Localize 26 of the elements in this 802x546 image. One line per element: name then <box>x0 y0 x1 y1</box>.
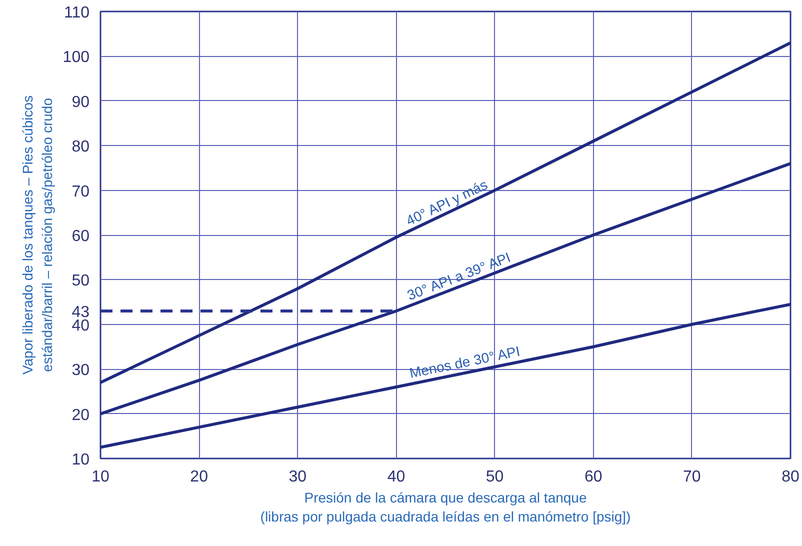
x-axis-title: Presión de la cámara que descarga al tanque (libras por pulgada cuadrada leídas en el manómetro [psig]) <box>260 490 631 525</box>
y-tick-label: 110 <box>64 4 90 22</box>
x-tick-label: 10 <box>92 468 110 486</box>
y-tick-label: 60 <box>72 228 90 245</box>
text: 30° API a 39° API <box>404 248 513 304</box>
y-tick-label: 90 <box>72 94 90 111</box>
text: Menos de 30° API <box>408 342 522 381</box>
y-tick-label: 100 <box>62 49 90 66</box>
y-tick-label: 30 <box>72 362 90 380</box>
y-tick-label: 20 <box>72 406 90 424</box>
y-tick-label: 10 <box>72 452 90 468</box>
line-series <box>100 302 790 449</box>
y-axis-title: Vapor liberado de los tanques – Pies cúbicos estándar/barril – relación gas/petróleo crudo <box>20 95 55 375</box>
x-tick-label: 80 <box>782 468 800 486</box>
x-tick-label: 20 <box>190 468 208 486</box>
x-tick-label: 60 <box>584 468 602 486</box>
x-tick-label: 30 <box>288 468 307 486</box>
y-tick-label: 50 <box>72 272 90 290</box>
y-tick-label: 80 <box>72 138 90 156</box>
x-tick-label: 70 <box>683 468 701 486</box>
text: 40° API y más <box>403 176 490 229</box>
y-tick-label: 70 <box>72 183 90 200</box>
line-series <box>100 41 790 384</box>
line-series <box>100 162 790 416</box>
x-tick-label: 50 <box>486 468 504 486</box>
x-tick-label: 40 <box>387 468 406 486</box>
